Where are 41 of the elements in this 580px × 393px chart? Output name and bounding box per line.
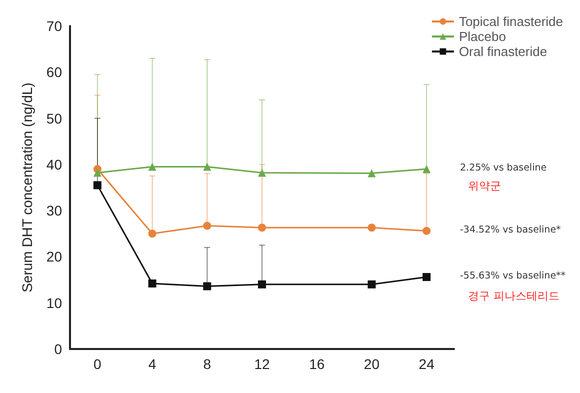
point	[93, 168, 102, 177]
text: 2.25% vs baseline	[460, 162, 547, 174]
x-tick-label: 8	[203, 356, 212, 372]
text: -55.63% vs baseline**	[460, 270, 566, 282]
point	[148, 230, 156, 238]
legend-label: Topical finasteride	[458, 14, 564, 29]
point	[203, 162, 212, 171]
point	[422, 226, 431, 235]
x-tick-label: 4	[148, 356, 156, 372]
text: 위약군	[468, 180, 501, 192]
point	[258, 168, 266, 177]
y-tick-label: 10	[46, 294, 62, 311]
point	[258, 280, 266, 288]
point	[148, 279, 156, 288]
y-tick-label: 0	[54, 341, 62, 357]
text: 경구 피나스테리드	[468, 290, 560, 302]
y-tick-label: 70	[46, 18, 62, 34]
y-tick-label: 60	[46, 64, 62, 80]
y-tick-label: 40	[46, 156, 62, 172]
x-tick-label: 20	[364, 356, 380, 372]
point	[368, 280, 376, 288]
x-tick-label: 24	[418, 356, 435, 372]
point	[368, 224, 376, 232]
point	[422, 273, 431, 282]
text: -34.52% vs baseline*	[460, 224, 562, 236]
y-tick-label: 50	[46, 110, 62, 126]
y-tick-label: 30	[46, 202, 62, 219]
x-tick-label: 12	[254, 356, 270, 372]
legend-label: Oral finasteride	[458, 44, 548, 59]
point	[93, 181, 102, 190]
x-tick-label: 0	[94, 356, 102, 372]
point	[422, 165, 431, 174]
x-tick-label: 16	[309, 356, 325, 372]
point	[148, 162, 156, 171]
point	[368, 169, 376, 178]
y-tick-label: 20	[46, 248, 62, 265]
y-axis-title: Serum DHT concentration (ng/dL)	[19, 82, 35, 292]
legend-label: Placebo	[458, 29, 506, 44]
point	[203, 222, 212, 230]
point	[258, 224, 266, 232]
point	[203, 282, 212, 290]
